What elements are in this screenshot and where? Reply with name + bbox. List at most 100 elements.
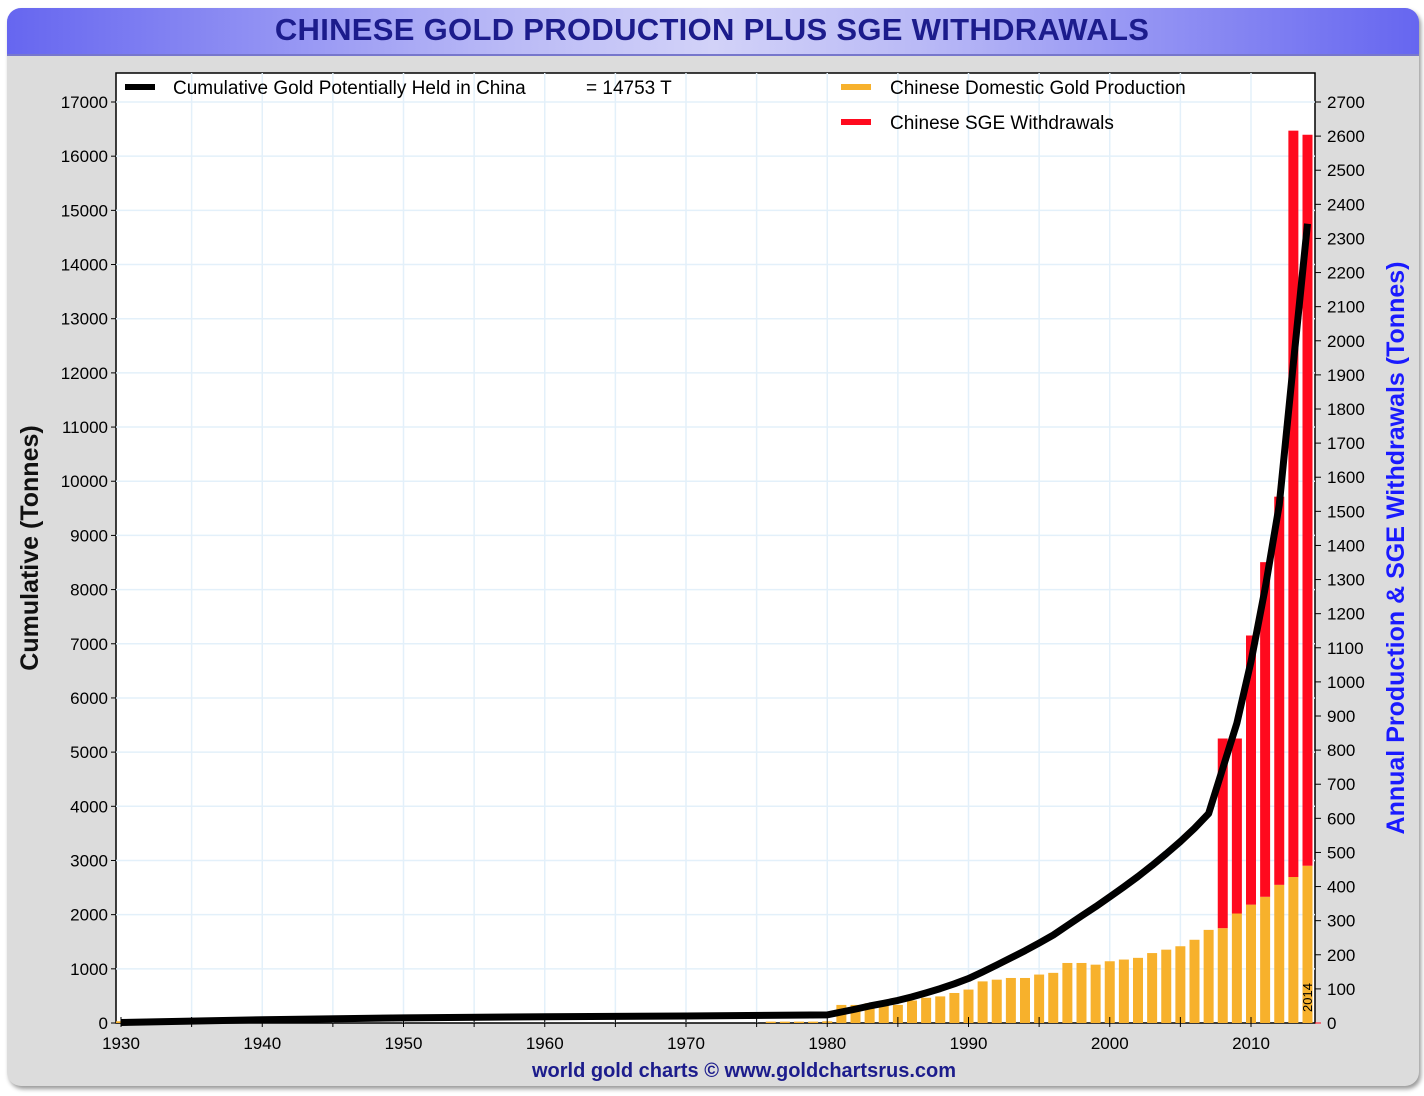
right-tick-label: 1400 [1327,536,1365,555]
right-tick-label: 700 [1327,775,1355,794]
right-tick-label: 2400 [1327,195,1365,214]
right-tick-label: 2700 [1327,93,1365,112]
left-tick-label: 16000 [61,147,108,166]
left-tick-label: 5000 [70,743,108,762]
right-tick-label: 100 [1327,980,1355,999]
right-axis-label: Annual Production & SGE Withdrawals (Ton… [1382,262,1410,835]
bar-production [991,979,1002,1023]
title-bar [7,8,1419,56]
bar-production [794,1021,804,1023]
right-tick-label: 1500 [1327,502,1365,521]
bar-production [1161,949,1172,1023]
bar-sge [1260,562,1271,897]
last-year-label: 2014 [1300,983,1315,1012]
bar-production [1260,896,1271,1023]
x-tick-label: 1950 [385,1034,423,1053]
left-tick-label: 11000 [62,418,108,437]
left-tick-label: 17000 [61,93,108,112]
bar-sge [1217,738,1228,929]
axes: 1930 1940 1950 1960 1970 1980 1990 2000 20100100… [61,93,1365,1053]
right-tick-label: 300 [1327,912,1355,931]
left-tick-label: 3000 [70,851,108,870]
bar-production [1048,972,1059,1023]
bar-production [808,1021,819,1023]
legend-swatch-production [841,84,871,90]
left-tick-label: 2000 [70,906,108,925]
x-tick-label: 1990 [950,1034,988,1053]
left-tick-label: 8000 [70,581,108,600]
bar-production [1175,946,1186,1023]
bar-production [1020,977,1030,1023]
right-tick-label: 1100 [1327,639,1364,658]
chart-title: CHINESE GOLD PRODUCTION PLUS SGE WITHDRA… [274,12,1150,47]
x-tick-label: 1970 [667,1034,705,1053]
right-tick-label: 800 [1327,741,1355,760]
bar-production [850,1004,861,1023]
right-tick-label: 2500 [1327,161,1365,180]
right-tick-label: 1900 [1327,366,1365,385]
bar-production [1104,961,1115,1023]
right-tick-label: 1200 [1327,605,1365,624]
bar-production [1189,939,1200,1023]
right-tick-label: 2300 [1327,229,1365,248]
right-tick-label: 500 [1327,843,1355,862]
legend-label-production: Chinese Domestic Gold Production [890,78,1186,99]
x-tick-label: 1980 [808,1034,846,1053]
x-tick-label: 2000 [1091,1034,1129,1053]
bar-production [1203,929,1214,1023]
bar-sge [1231,738,1242,914]
left-tick-label: 9000 [70,526,108,545]
right-tick-label: 1700 [1327,434,1365,453]
bar-production [1147,953,1158,1023]
left-tick-label: 15000 [61,201,108,220]
bar-production [949,992,960,1023]
right-tick-label: 2200 [1327,264,1365,283]
bar-production [977,981,988,1023]
left-axis-label: Cumulative (Tonnes) [16,425,44,670]
bar-production [1118,959,1129,1023]
bar-production [1034,974,1045,1023]
right-tick-label: 200 [1327,946,1355,965]
right-tick-label: 900 [1327,707,1355,726]
cumulative-line-group [120,223,1311,1026]
left-tick-label: 12000 [61,364,108,383]
bar-production [1302,865,1313,1023]
bar-production [878,1005,889,1023]
legend-label-sge: Chinese SGE Withdrawals [890,113,1114,134]
x-tick-label: 1930 [102,1034,140,1053]
bar-production [963,989,974,1023]
x-tick-label: 2010 [1232,1034,1270,1053]
legend: Cumulative Gold Potentially Held in Chin… [125,78,1186,134]
right-tick-label: 0 [1327,1014,1336,1033]
left-tick-label: 4000 [70,797,108,816]
x-tick-label: 1960 [526,1034,564,1053]
bar-production [1217,928,1228,1023]
bar-production [907,1000,917,1023]
bar-production [1090,964,1101,1023]
bar-production [892,1004,903,1023]
bar-sge [1246,635,1256,905]
x-tick-label: 1940 [243,1034,281,1053]
right-tick-label: 1800 [1327,400,1365,419]
bar-sge [1288,130,1299,878]
left-tick-label: 7000 [70,635,108,654]
bar-production [1231,913,1242,1023]
bar-production [1076,962,1087,1023]
plot-area [115,72,1316,1024]
right-tick-label: 600 [1327,809,1355,828]
left-tick-label: 6000 [70,689,108,708]
cumulative-line [120,223,1311,1026]
bars [116,130,1313,1023]
bar-production [935,996,946,1023]
left-tick-label: 0 [99,1014,108,1033]
bar-production [921,997,932,1023]
bar-production [1133,957,1143,1023]
right-tick-label: 400 [1327,878,1355,897]
bar-production [864,1003,875,1023]
legend-value-cumulative: = 14753 T [586,78,672,99]
right-tick-label: 1600 [1327,468,1365,487]
legend-swatch-sge [841,119,871,125]
bar-production [1062,962,1073,1023]
grid [116,73,1315,1023]
